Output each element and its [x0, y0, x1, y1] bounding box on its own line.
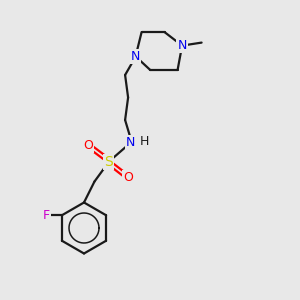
Text: F: F: [43, 209, 50, 222]
Text: S: S: [104, 155, 113, 169]
Text: N: N: [177, 39, 187, 52]
Text: O: O: [84, 139, 93, 152]
Text: H: H: [140, 135, 149, 148]
Text: N: N: [126, 136, 135, 149]
Text: N: N: [131, 50, 140, 63]
Text: O: O: [124, 171, 133, 184]
